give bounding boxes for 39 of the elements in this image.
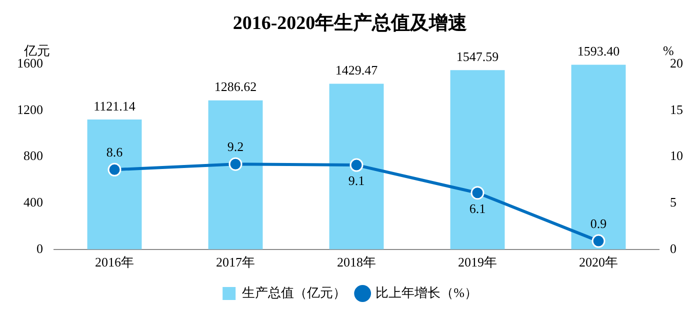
x-tick-label: 2016年 <box>95 254 134 270</box>
y-axis-title: 亿元 <box>23 42 50 58</box>
bar <box>450 70 505 250</box>
y2-tick-label: 5 <box>670 194 676 210</box>
y-tick-label: 400 <box>24 194 43 210</box>
x-tick-label: 2019年 <box>458 254 497 270</box>
bar <box>87 119 142 250</box>
data-label: 1593.40 <box>577 44 620 59</box>
legend-label: 比上年增长（%） <box>376 284 478 300</box>
point <box>470 186 484 200</box>
y-tick-label: 1200 <box>17 102 43 117</box>
point <box>108 162 122 176</box>
legend-label: 生产总值（亿元） <box>242 284 346 300</box>
x-tick-label: 2017年 <box>216 254 255 270</box>
y2-tick-label: 20 <box>670 55 683 70</box>
data-label: 1286.62 <box>214 79 257 94</box>
data-label: 1121.14 <box>94 98 136 114</box>
x-tick-label: 2020年 <box>579 254 618 270</box>
point <box>350 158 364 172</box>
data-label: 1429.47 <box>335 62 378 78</box>
x-tick-label: 2018年 <box>337 254 376 270</box>
data-label: 9.2 <box>227 139 244 154</box>
point <box>592 234 606 248</box>
chart-title: 2016-2020年生产总值及增速 <box>232 12 468 36</box>
y2-tick-label: 0 <box>670 240 676 256</box>
y-tick-label: 800 <box>24 148 43 164</box>
point <box>228 157 242 171</box>
data-label: 0.9 <box>590 216 607 231</box>
y2-tick-label: 10 <box>670 148 683 164</box>
data-label: 6.1 <box>469 200 486 216</box>
data-label: 8.6 <box>106 144 124 160</box>
y2-axis-title: % <box>663 42 674 58</box>
y2-tick-label: 15 <box>670 102 683 117</box>
bar <box>571 64 626 250</box>
data-label: 1547.59 <box>456 48 499 64</box>
data-label: 9.1 <box>348 172 365 188</box>
bar <box>208 100 263 250</box>
y-tick-label: 0 <box>36 240 43 256</box>
bar <box>329 84 384 250</box>
